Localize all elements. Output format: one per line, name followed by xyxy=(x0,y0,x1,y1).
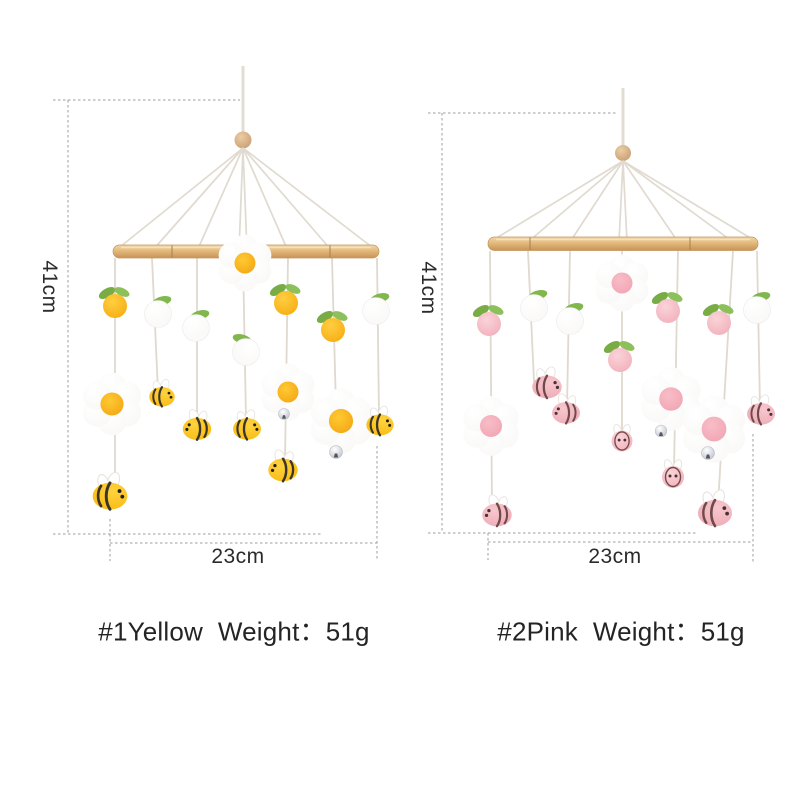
daisy-charm xyxy=(218,234,272,292)
fruit-charm xyxy=(96,284,131,318)
peach-charm xyxy=(700,301,735,335)
wooden-ring xyxy=(487,236,759,251)
peach-charm xyxy=(601,338,636,372)
height-dimension-label-pink: 41cm xyxy=(417,261,440,315)
width-dimension-label-pink: 23cm xyxy=(588,545,642,568)
daisy-charm xyxy=(463,396,519,456)
dimension-lines-pink xyxy=(428,112,754,564)
felt-ball-charm xyxy=(556,301,585,335)
fruit-charm xyxy=(267,281,302,315)
bee-charm xyxy=(148,377,176,408)
height-dimension-label-yellow: 41cm xyxy=(38,260,61,314)
daisy-charm xyxy=(82,372,142,436)
product-caption-yellow: #1Yellow Weight：51g xyxy=(98,616,370,647)
bee-charm xyxy=(181,406,213,442)
yellow-mobile-figure xyxy=(82,66,395,512)
fan-strings xyxy=(489,160,758,243)
wooden-bead xyxy=(234,131,252,149)
width-dimension-label-yellow: 23cm xyxy=(211,545,265,568)
felt-ball-charm xyxy=(182,308,211,342)
bee-charm xyxy=(745,392,777,426)
bell-charm xyxy=(654,424,668,438)
fan-strings xyxy=(114,147,378,252)
felt-ball-charm xyxy=(743,290,772,324)
daisy-charm xyxy=(310,388,372,454)
bee-charm xyxy=(550,391,582,425)
daisy-charm xyxy=(595,254,649,312)
fruit-charm xyxy=(314,308,349,342)
bell-charm xyxy=(278,408,290,420)
bee-charm xyxy=(531,364,563,400)
product-caption-pink: #2Pink Weight：51g xyxy=(497,616,745,647)
felt-ball-charm xyxy=(144,294,173,328)
peach-charm xyxy=(470,302,505,336)
bee-charm xyxy=(696,486,734,528)
bell-charm xyxy=(329,445,343,459)
felt-ball-charm xyxy=(520,288,549,322)
dimension-lines-yellow xyxy=(53,99,378,561)
bee-charm xyxy=(267,447,299,483)
bee-charm xyxy=(231,407,263,441)
bee-charm xyxy=(661,457,685,489)
bee-charm xyxy=(91,469,129,512)
bee-charm xyxy=(481,492,513,528)
bell-charm xyxy=(701,446,715,460)
pink-mobile-figure xyxy=(463,88,777,528)
wooden-bead xyxy=(615,145,631,161)
peach-charm xyxy=(649,289,684,323)
felt-ball-charm xyxy=(362,291,391,325)
felt-ball-charm xyxy=(231,332,260,366)
